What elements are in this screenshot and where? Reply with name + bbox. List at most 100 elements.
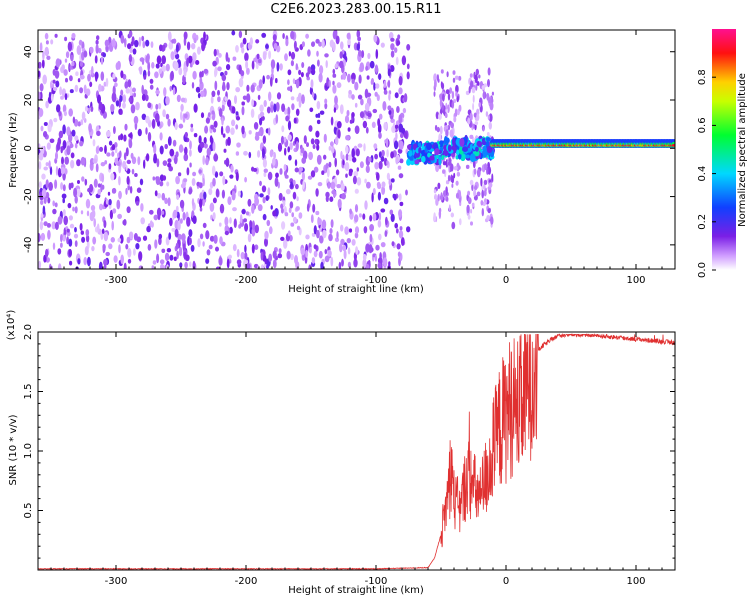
spectrogram-cell [242,95,247,101]
spectrogram-cell [74,240,78,248]
spectrogram-cell [57,263,62,269]
spectrogram-cell [394,92,399,99]
spectrogram-cell [202,155,205,166]
spectrogram-cell [199,77,203,85]
spectrogram-cell [351,112,355,118]
spectrogram-cell [324,102,328,110]
spectrogram-cell [174,61,179,72]
spectrogram-cell [370,79,374,85]
spectrogram-cell [44,32,49,40]
spectrogram-cell [314,138,318,145]
spectrogram-cell [212,212,216,220]
spectrogram-cell [238,77,244,88]
spectrogram-cell [69,143,74,148]
spectrogram-y-tick-label: -40 [23,237,34,253]
spectrogram-cell [45,179,49,189]
spectrogram-cell [362,253,367,261]
spectrogram-cell [74,84,79,93]
spectrogram-cell [489,101,494,111]
spectrogram-cell [206,249,211,256]
spectrogram-cell [339,60,344,69]
spectrogram-cell [200,112,205,119]
spectrogram-cell [361,50,365,59]
spectrogram-cell [105,130,111,137]
spectrogram-cell [324,53,329,58]
spectrogram-cell [307,175,313,180]
spectrogram-cell [452,137,456,147]
spectrogram-cell [254,197,259,206]
spectrogram-cell [267,171,273,181]
spectrogram-cell [78,39,83,46]
spectrogram-cell [147,132,152,142]
spectrogram-cell [402,107,407,114]
spectrogram-cell [235,111,239,116]
spectrogram-cell [153,214,159,221]
spectrogram-cell [160,62,163,68]
spectrogram-cell [486,132,490,137]
spectrogram-cell [209,235,215,242]
spectrogram-cell [133,92,137,98]
spectrogram-cell [224,216,229,226]
spectrogram-cell [316,154,322,165]
spectrogram-cell [276,92,282,100]
spectrogram-cell [301,94,305,105]
spectrogram-cell [176,250,179,260]
spectrogram-cell [398,193,402,201]
spectrogram-cell [256,53,260,60]
spectrogram-cell [212,128,217,133]
spectrogram-cell [84,246,89,256]
spectrogram-cell [169,85,172,92]
spectrogram-cell [68,133,73,143]
spectrogram-cell [296,196,299,202]
spectrogram-cell [38,260,42,269]
spectrogram-cell [476,191,481,197]
spectrogram-cell [222,81,226,90]
spectrogram-cell [347,247,351,255]
spectrogram-cell [294,255,298,265]
spectrogram-cell [145,153,150,162]
spectrogram-cell [123,134,127,142]
spectrogram-cell [186,216,191,227]
spectrogram-cell [316,229,320,239]
spectrogram-cell [289,142,293,151]
spectrogram-cell [112,187,117,194]
spectrogram-cell [59,86,62,96]
spectrogram-cell [58,130,64,139]
spectrogram-cell [357,94,363,100]
spectrogram-cell [472,123,475,129]
spectrogram-cell [61,193,67,199]
spectrogram-cell [287,230,291,237]
spectrogram-cell [188,229,193,238]
spectrogram-cell [342,244,347,252]
spectrogram-cell [453,116,457,123]
spectrogram-cell [43,131,48,138]
spectrogram-cell [174,228,179,238]
spectrogram-cell [149,78,154,84]
spectrogram-cell [399,226,403,231]
spectrogram-cell [98,261,103,269]
spectrogram-cell [354,232,359,239]
spectrogram-cell [282,33,285,39]
spectrogram-cell [448,165,451,173]
spectrogram-cell [62,124,66,135]
spectrogram-cell [373,34,378,43]
spectrogram-cell [346,32,351,40]
spectrogram-cell [335,136,339,146]
spectrogram-cell [362,120,368,129]
spectrogram-cell [288,51,292,57]
spectrogram-cell [376,172,380,181]
spectrogram-cell [482,126,485,132]
spectrogram-cell [259,193,264,198]
spectrogram-cell [109,209,113,220]
spectrogram-cell [272,210,277,217]
snr-y-tick-label: 1.0 [23,443,34,459]
spectrogram-cell [436,111,439,120]
spectrogram-cell [235,171,239,182]
spectrogram-cell [285,38,289,47]
spectrogram-cell [159,44,163,52]
spectrogram-cell [127,248,132,258]
spectrogram-cell [153,155,158,164]
spectrogram-cell [79,74,85,80]
spectrogram-cell [133,115,139,125]
spectrogram-cell [445,137,450,144]
